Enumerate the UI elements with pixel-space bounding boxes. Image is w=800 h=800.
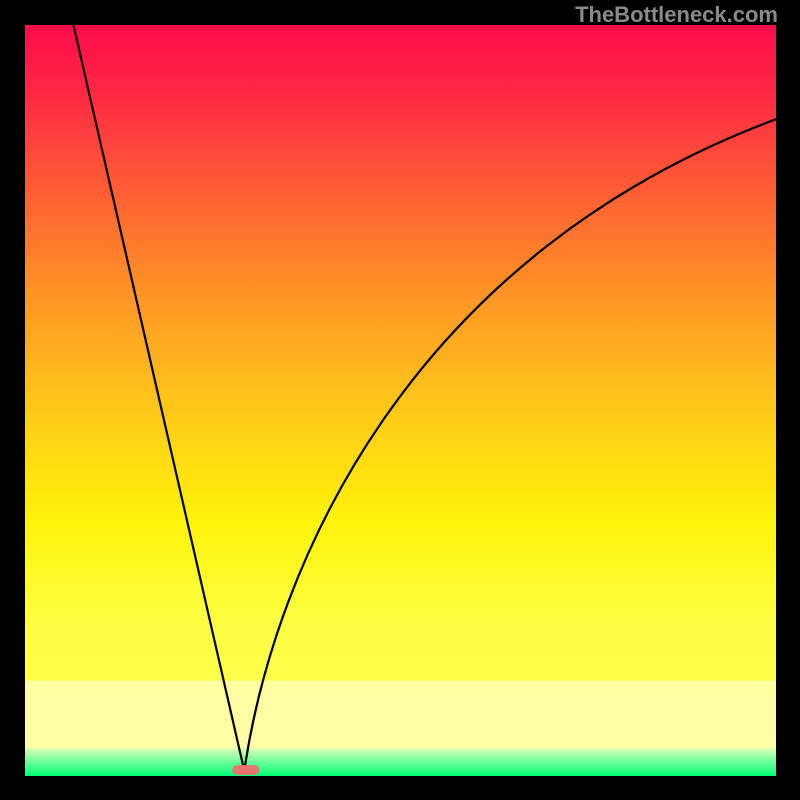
chart-svg — [25, 25, 776, 776]
cusp-marker — [232, 765, 259, 775]
plot-frame — [25, 25, 776, 776]
watermark-text: TheBottleneck.com — [575, 2, 778, 28]
gradient-background — [25, 25, 776, 776]
